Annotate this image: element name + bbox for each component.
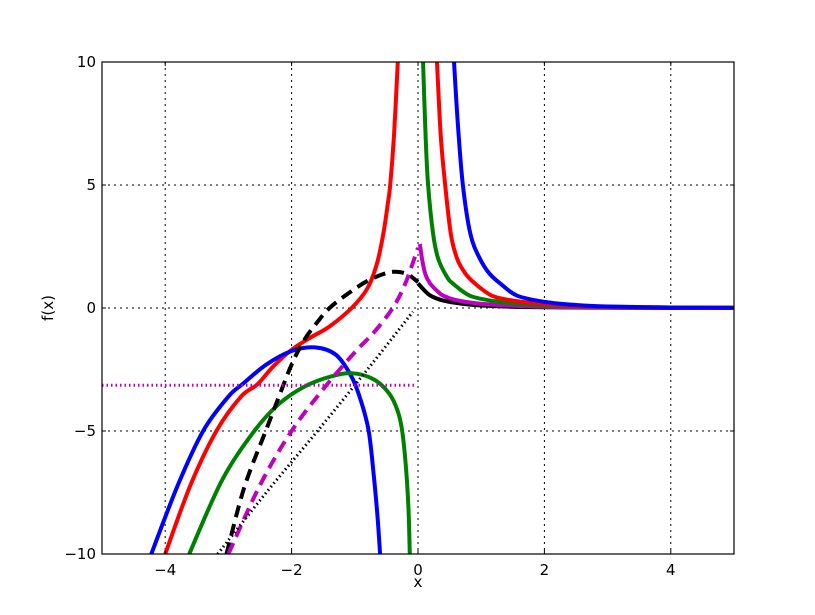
x-axis-label: x <box>414 573 423 591</box>
series-magenta-dashed <box>226 247 420 554</box>
y-tick-label: −10 <box>64 545 96 563</box>
data-series <box>102 62 734 554</box>
y-tick-label: 0 <box>86 299 96 317</box>
series-blue-solid-left <box>149 345 383 554</box>
x-tick-label: −4 <box>154 561 176 579</box>
tick-marks <box>102 61 734 555</box>
x-tick-labels: −4 −2 0 2 4 <box>154 561 675 579</box>
series-blue-solid-right <box>452 62 734 310</box>
series-red-solid-left <box>163 62 400 554</box>
y-tick-label: 10 <box>77 53 96 71</box>
y-tick-label: 5 <box>86 176 96 194</box>
series-black-dotted <box>216 310 415 554</box>
series-black-dashed <box>224 269 420 554</box>
y-tick-label: −5 <box>74 422 96 440</box>
x-tick-label: 2 <box>540 561 550 579</box>
x-tick-label: −2 <box>281 561 303 579</box>
y-axis-label: f(x) <box>39 295 57 321</box>
y-tick-labels: −10 −5 0 5 10 <box>64 53 96 563</box>
x-tick-label: 0 <box>413 561 423 579</box>
x-tick-label: 4 <box>666 561 676 579</box>
